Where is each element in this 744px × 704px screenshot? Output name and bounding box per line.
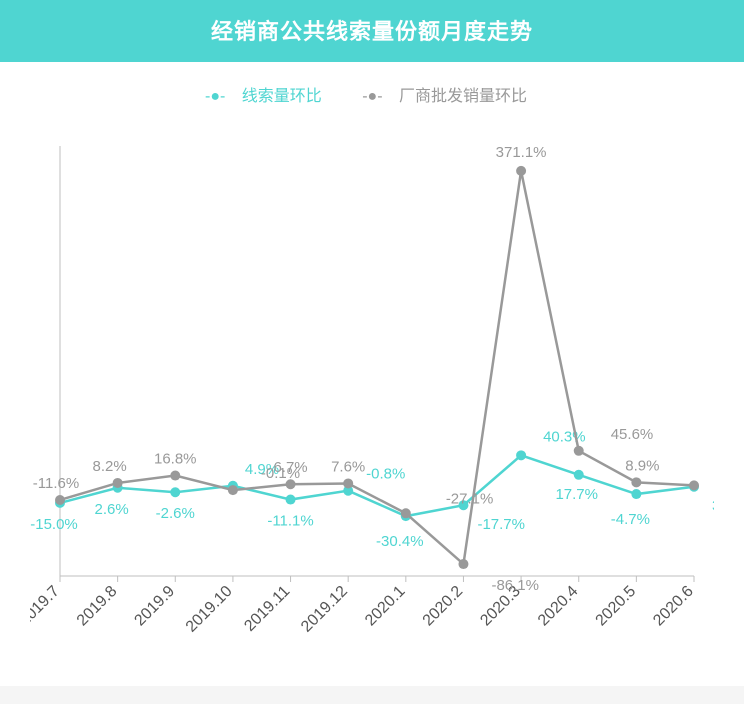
- legend-item-1: -●- 线索量环比: [205, 88, 334, 105]
- data-label: 17.7%: [555, 486, 598, 503]
- data-label: 2.6%: [95, 501, 129, 518]
- data-label: -2.6%: [156, 505, 195, 522]
- x-axis-label: 2019.11: [241, 583, 293, 635]
- data-point: [401, 508, 411, 518]
- data-point: [113, 478, 123, 488]
- data-point: [286, 479, 296, 489]
- x-axis-label: 2020.2: [420, 583, 467, 630]
- data-label: 3.8%: [712, 498, 714, 515]
- data-point: [228, 485, 238, 495]
- legend-item-2: -●- 厂商批发销量环比: [362, 88, 539, 105]
- data-point: [343, 478, 353, 488]
- x-axis-label: 2020.4: [535, 583, 582, 630]
- legend-label-2: 厂商批发销量环比: [399, 88, 527, 105]
- data-point: [689, 480, 699, 490]
- chart-svg: 2019.72019.82019.92019.102019.112019.122…: [30, 126, 714, 686]
- data-label: 371.1%: [496, 144, 547, 161]
- data-label: -11.6%: [33, 475, 79, 492]
- data-point: [286, 495, 296, 505]
- data-label: -11.1%: [267, 513, 313, 530]
- chart-plot: 2019.72019.82019.92019.102019.112019.122…: [0, 116, 744, 686]
- legend: -●- 线索量环比 -●- 厂商批发销量环比: [0, 62, 744, 116]
- x-axis-label: 2019.8: [74, 583, 121, 630]
- data-label: -15.0%: [30, 516, 78, 533]
- x-axis-label: 2019.10: [183, 583, 236, 636]
- data-label: 45.6%: [611, 426, 654, 443]
- data-point: [458, 559, 468, 569]
- data-label: 40.3%: [543, 428, 586, 445]
- x-axis-label: 2019.9: [131, 583, 178, 630]
- data-label: 8.2%: [93, 458, 127, 475]
- legend-label-1: 线索量环比: [242, 88, 322, 105]
- data-label: 8.9%: [625, 457, 659, 474]
- chart-title: 经销商公共线索量份额月度走势: [0, 0, 744, 62]
- data-label: -86.1%: [491, 577, 539, 594]
- x-axis-label: 2020.5: [593, 583, 640, 630]
- data-label: 16.8%: [154, 451, 197, 468]
- x-axis-label: 2020.1: [362, 583, 409, 630]
- data-point: [631, 477, 641, 487]
- x-axis-label: 2019.7: [30, 583, 63, 630]
- data-point: [574, 446, 584, 456]
- data-label: -0.8%: [366, 466, 405, 483]
- data-label: -17.7%: [477, 516, 525, 533]
- data-label: -4.7%: [611, 511, 650, 528]
- data-label: 7.6%: [331, 458, 365, 475]
- x-axis-label: 2019.12: [298, 583, 351, 636]
- data-point: [631, 489, 641, 499]
- data-label: 6.7%: [273, 459, 307, 476]
- data-point: [170, 487, 180, 497]
- data-label: -30.4%: [376, 533, 424, 550]
- data-label: -27.1%: [446, 490, 494, 507]
- data-point: [55, 495, 65, 505]
- data-point: [516, 450, 526, 460]
- data-point: [516, 166, 526, 176]
- data-point: [170, 471, 180, 481]
- chart-container: 经销商公共线索量份额月度走势 -●- 线索量环比 -●- 厂商批发销量环比 20…: [0, 0, 744, 686]
- data-point: [574, 470, 584, 480]
- x-axis-label: 2020.6: [650, 583, 697, 630]
